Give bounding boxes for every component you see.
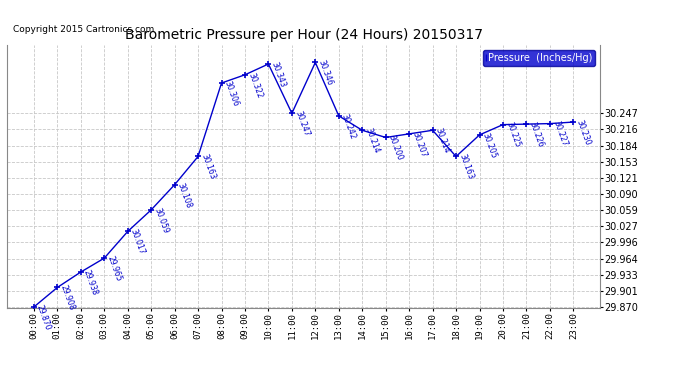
Text: 29.938: 29.938 <box>82 268 99 297</box>
Text: 30.227: 30.227 <box>551 120 569 148</box>
Title: Barometric Pressure per Hour (24 Hours) 20150317: Barometric Pressure per Hour (24 Hours) … <box>125 28 482 42</box>
Text: 30.226: 30.226 <box>528 120 545 148</box>
Text: 30.306: 30.306 <box>223 80 240 108</box>
Text: 30.207: 30.207 <box>411 130 428 158</box>
Text: 30.214: 30.214 <box>364 127 381 154</box>
Text: 30.322: 30.322 <box>246 71 264 99</box>
Text: 30.214: 30.214 <box>434 127 451 154</box>
Text: 30.017: 30.017 <box>129 228 146 256</box>
Text: 29.908: 29.908 <box>59 284 76 312</box>
Text: Copyright 2015 Cartronics.com: Copyright 2015 Cartronics.com <box>13 26 154 34</box>
Text: 30.346: 30.346 <box>317 59 334 87</box>
Text: 30.163: 30.163 <box>199 153 217 181</box>
Text: 29.870: 29.870 <box>35 303 52 332</box>
Text: 30.242: 30.242 <box>340 112 357 140</box>
Text: 30.247: 30.247 <box>293 110 310 138</box>
Legend: Pressure  (Inches/Hg): Pressure (Inches/Hg) <box>483 50 595 66</box>
Text: 29.965: 29.965 <box>106 255 123 283</box>
Text: 30.200: 30.200 <box>387 134 404 162</box>
Text: 30.205: 30.205 <box>481 131 498 159</box>
Text: 30.163: 30.163 <box>457 153 475 181</box>
Text: 30.343: 30.343 <box>270 60 287 88</box>
Text: 30.230: 30.230 <box>575 118 592 147</box>
Text: 30.059: 30.059 <box>152 206 170 234</box>
Text: 30.225: 30.225 <box>504 121 522 149</box>
Text: 30.108: 30.108 <box>176 181 193 209</box>
